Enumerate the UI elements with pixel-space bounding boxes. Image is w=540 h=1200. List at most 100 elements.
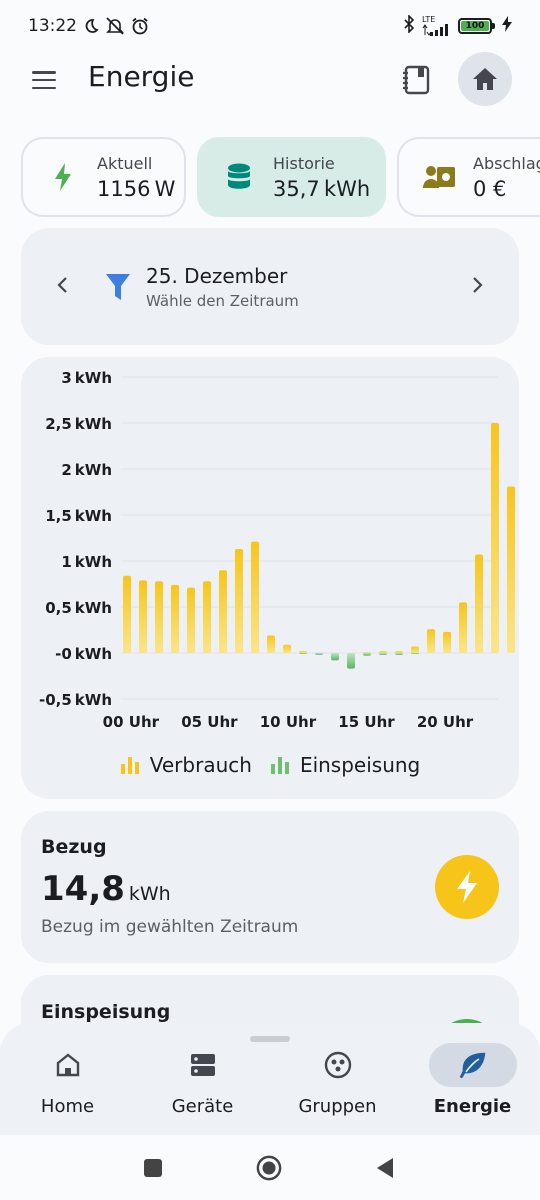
bluetooth-icon <box>402 13 416 38</box>
bar-verbrauch[interactable] <box>219 570 227 653</box>
filter-icon[interactable] <box>105 272 131 302</box>
previous-day-button[interactable] <box>47 270 77 300</box>
bar-verbrauch[interactable] <box>395 651 403 653</box>
menu-icon-line <box>32 71 56 74</box>
bar-verbrauch[interactable] <box>427 629 435 653</box>
bar-verbrauch[interactable] <box>283 644 291 653</box>
summary-cards: Aktuell 1156 W Historie 35,7 kWh <box>0 137 540 217</box>
legend-item-verbrauch[interactable]: Verbrauch <box>120 753 252 777</box>
drag-handle[interactable] <box>250 1036 290 1042</box>
back-triangle-icon <box>377 1158 393 1178</box>
chevron-right-icon <box>473 277 483 293</box>
chart-legend: Verbrauch Einspeisung <box>21 753 519 777</box>
bar-verbrauch[interactable] <box>475 554 483 653</box>
bar-verbrauch[interactable] <box>123 575 131 653</box>
notebook-button[interactable] <box>400 64 432 96</box>
bar-verbrauch[interactable] <box>491 423 499 653</box>
bottom-navigation: Home Geräte Gruppen Energie <box>0 1023 540 1135</box>
bar-verbrauch[interactable] <box>251 541 259 653</box>
y-tick-label: 0,5 kWh <box>45 599 112 617</box>
selected-date[interactable]: 25. Dezember <box>146 264 288 288</box>
bar-verbrauch[interactable] <box>139 580 147 653</box>
bezug-card[interactable]: Bezug 14,8 kWh Bezug im gewählten Zeitrau… <box>21 811 519 963</box>
summary-card-abschlag[interactable]: Abschlag 0 € <box>397 137 540 217</box>
leaf-icon <box>459 1052 485 1079</box>
legend-label: Einspeisung <box>299 753 421 777</box>
bolt-icon <box>47 161 79 193</box>
date-selector: 25. Dezember Wähle den Zeitraum <box>21 228 519 345</box>
y-tick-label: -0 kWh <box>55 645 112 663</box>
bar-verbrauch[interactable] <box>443 631 451 653</box>
legend-item-einspeisung[interactable]: Einspeisung <box>270 753 420 777</box>
next-day-button[interactable] <box>463 270 493 300</box>
chevron-left-icon <box>57 277 67 293</box>
nav-item-geraete[interactable]: Geräte <box>135 1043 270 1133</box>
summary-value: 35,7 kWh <box>273 176 371 201</box>
bezug-value: 14,8 <box>41 869 125 909</box>
y-tick-label: 1,5 kWh <box>45 507 112 525</box>
bar-einspeisung[interactable] <box>299 653 307 654</box>
bezug-unit: kWh <box>128 883 171 905</box>
bezug-value-row: 14,8 kWh <box>41 869 171 909</box>
bar-verbrauch[interactable] <box>379 651 387 653</box>
nav-item-gruppen[interactable]: Gruppen <box>270 1043 405 1133</box>
home-icon <box>473 68 497 90</box>
bar-verbrauch[interactable] <box>299 651 307 653</box>
x-tick-label: 10 Uhr <box>260 713 317 731</box>
notebook-icon <box>403 65 430 95</box>
x-tick-label: 20 Uhr <box>417 713 474 731</box>
nav-label: Geräte <box>171 1096 234 1117</box>
x-tick-label: 00 Uhr <box>103 713 160 731</box>
bar-verbrauch[interactable] <box>507 486 515 653</box>
home-system-button[interactable] <box>256 1155 282 1181</box>
menu-button[interactable] <box>30 68 58 92</box>
y-tick-label: 2,5 kWh <box>45 415 112 433</box>
y-tick-label: -0,5 kWh <box>39 691 112 709</box>
nav-label: Home <box>40 1096 95 1117</box>
bar-einspeisung[interactable] <box>379 653 387 655</box>
muted-bell-icon <box>105 17 125 35</box>
x-tick-label: 05 Uhr <box>181 713 238 731</box>
summary-card-historie[interactable]: Historie 35,7 kWh <box>197 137 386 217</box>
summary-label: Aktuell <box>97 153 153 173</box>
recents-button[interactable] <box>140 1155 166 1181</box>
menu-icon-line <box>32 86 56 89</box>
bar-verbrauch[interactable] <box>411 646 419 653</box>
status-time: 13:22 <box>28 16 77 36</box>
page-title: Energie <box>88 60 195 93</box>
back-button[interactable] <box>372 1155 398 1181</box>
home-button[interactable] <box>458 52 512 106</box>
x-tick-label: 15 Uhr <box>338 713 395 731</box>
signal-icon: LTE <box>422 16 452 36</box>
bezug-title: Bezug <box>41 836 107 858</box>
menu-icon-line <box>32 78 56 82</box>
database-icon <box>223 161 255 193</box>
status-right: LTE 100 <box>402 13 512 38</box>
bar-einspeisung[interactable] <box>411 653 419 654</box>
nav-item-home[interactable]: Home <box>0 1043 135 1133</box>
bar-einspeisung[interactable] <box>395 653 403 655</box>
bar-verbrauch[interactable] <box>363 652 371 654</box>
payment-card-icon <box>423 161 455 193</box>
bar-einspeisung[interactable] <box>347 653 355 669</box>
y-tick-label: 1 kWh <box>61 553 112 571</box>
bar-verbrauch[interactable] <box>235 549 243 653</box>
bar-verbrauch[interactable] <box>203 581 211 653</box>
bar-verbrauch[interactable] <box>155 581 163 653</box>
summary-label: Historie <box>273 153 335 173</box>
summary-card-aktuell[interactable]: Aktuell 1156 W <box>21 137 186 217</box>
bar-einspeisung[interactable] <box>315 653 323 655</box>
nav-item-energie[interactable]: Energie <box>405 1043 540 1133</box>
bar-verbrauch[interactable] <box>187 587 195 653</box>
alarm-icon <box>131 17 149 35</box>
bar-verbrauch[interactable] <box>171 584 179 653</box>
bar-einspeisung[interactable] <box>363 653 371 656</box>
bar-einspeisung[interactable] <box>331 653 339 661</box>
app-bar: Energie <box>0 52 540 108</box>
square-icon <box>144 1159 162 1177</box>
bar-chart-icon <box>270 757 289 774</box>
bezug-subtitle: Bezug im gewählten Zeitraum <box>41 917 299 937</box>
battery-icon: 100 <box>458 18 495 34</box>
bar-verbrauch[interactable] <box>459 602 467 653</box>
bar-verbrauch[interactable] <box>267 635 275 653</box>
